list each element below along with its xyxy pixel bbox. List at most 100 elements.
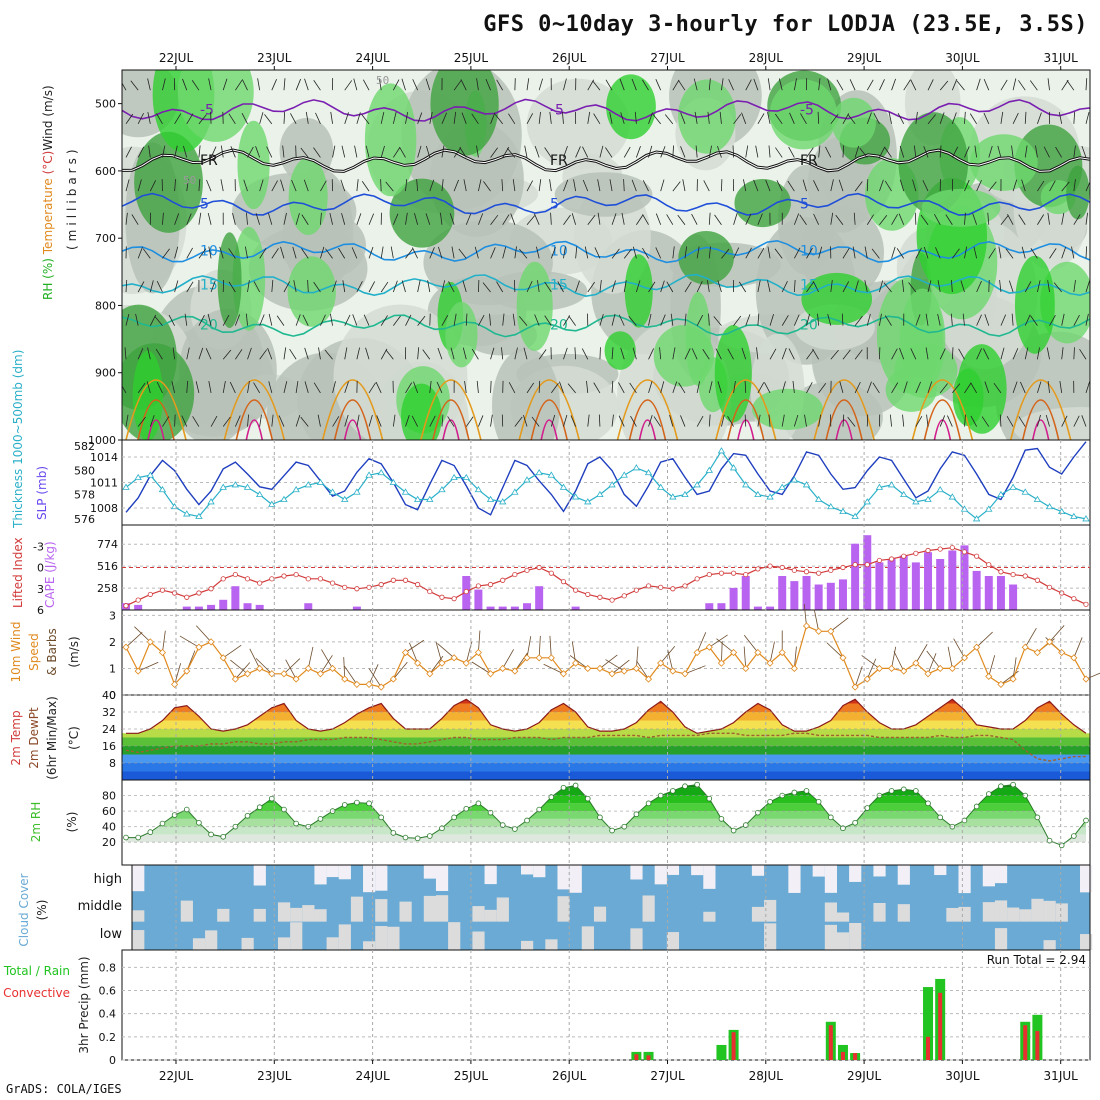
wind-barb [1061,415,1068,427]
date-label-top: 25JUL [454,51,489,65]
wind-barb [301,248,309,259]
lifted-index-point [913,550,919,556]
rh-point [560,784,567,791]
wind-barb [514,347,518,360]
wind-barb [1061,212,1065,225]
wind-barb [125,313,130,326]
wind-barb [680,112,686,124]
wind-barb [667,649,674,672]
wind-barb [696,246,700,259]
lifted-index-point [1046,584,1053,590]
thickness-point [122,483,130,490]
rh-point [803,788,810,794]
wind-barb [897,113,905,125]
run-total: Run Total = 2.94 [987,953,1086,967]
thickness-point [1021,488,1029,495]
wind-barb [300,147,309,158]
wind-speed-point [438,659,446,667]
wind-barb [677,214,686,225]
wind-speed-point [523,654,531,662]
wind-barb [174,113,182,125]
cloud-gap [423,865,436,879]
temp-ylabel: (6hr Min/Max) [45,696,59,780]
wind-barb [356,414,360,427]
wind-speed-point [754,648,762,657]
lifted-index-point [536,564,542,571]
wind-barb [1085,78,1088,91]
lifted-index-point [244,576,251,582]
thickness-point [183,510,191,517]
cloud-gap [958,865,971,894]
wind-barb [380,315,388,326]
wind-barb [1037,414,1041,427]
rh-point [183,806,190,813]
wind-barb [405,248,414,259]
contour-label: -5 [200,102,214,118]
precip-convective-bar [731,1032,736,1060]
wind-barb [733,247,740,259]
wind-barb [405,415,410,427]
cloud-gap [132,910,145,922]
wind-barb [1020,381,1026,394]
rh-point [925,800,931,807]
wind-barb [464,380,467,393]
lifted-ylabel: Lifted Index [11,537,25,608]
rh-green-blob [364,83,417,197]
wind-barb [976,631,993,648]
wind-barb [827,313,832,326]
rh-point [463,805,470,812]
wind-barb [183,145,188,158]
wind-barb [259,179,264,192]
wind-barb [302,314,309,326]
wind-barb [453,313,457,326]
wind-barb [757,113,765,125]
thickness-point [839,507,847,515]
thickness-point [900,490,908,498]
wind-barb [399,146,406,158]
wind-barb [1085,181,1090,192]
wind-barb [526,382,535,394]
date-label-top: 27JUL [650,51,685,65]
wind-barb [1037,214,1045,225]
wind-barb [691,213,698,225]
wind-barb [519,248,528,259]
wind-barb [526,78,530,91]
wind-barb [344,347,348,360]
wind-barb [597,179,601,192]
wind-speed-point [474,648,482,657]
wind-barb [283,658,301,675]
wind-barb [531,416,540,427]
temperature-contour-hottest [442,419,460,441]
wind-barb [584,246,589,259]
wind-barb [523,347,528,360]
annotation-50: 50 [183,174,196,187]
wind-barb [693,78,698,91]
wind-barb [973,246,978,259]
wind-barb [866,112,872,124]
temp-tick: 8 [109,757,116,770]
wind-barb [313,80,321,91]
wind-barb [563,347,568,360]
cloud-gap [375,899,388,922]
wind-barb [154,316,163,326]
thickness-point [292,486,300,493]
wind-barb [425,145,431,158]
thickness-point [195,512,203,519]
wind-barb [621,212,625,225]
wind-barb [950,313,953,326]
cloud-gap [350,896,364,922]
lifted-index-point [767,563,773,569]
lifted-index-point [402,577,409,583]
wind-barb [228,248,236,259]
wind-barb [854,280,859,293]
wind-barb [1029,80,1038,91]
lifted-index-point [329,580,336,586]
cape-bar [523,603,532,610]
cape-bar [231,586,240,610]
wind-barb [429,415,436,427]
wind-barb [441,280,446,293]
cape-bar [753,606,762,610]
cape-tick: 774 [97,538,118,551]
wind-barb [538,111,541,124]
wind-barb [230,146,236,158]
